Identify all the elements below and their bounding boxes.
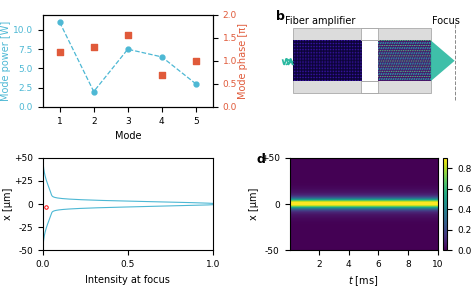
- X-axis label: $t$ [ms]: $t$ [ms]: [348, 274, 379, 288]
- X-axis label: Intensity at focus
$I_\mathrm{focus}$ [W/μm²]: Intensity at focus $I_\mathrm{focus}$ [W…: [85, 274, 170, 291]
- Text: b: b: [276, 10, 285, 23]
- X-axis label: Mode: Mode: [115, 131, 141, 141]
- Y-axis label: Mode power [W]: Mode power [W]: [1, 21, 11, 101]
- Point: [192, 58, 200, 63]
- Y-axis label: Mode phase [π]: Mode phase [π]: [238, 23, 248, 99]
- Text: d: d: [257, 153, 266, 166]
- Point: [124, 33, 132, 38]
- Y-axis label: $I_\mathrm{focus}$ [W/μm²]: $I_\mathrm{focus}$ [W/μm²]: [471, 171, 474, 237]
- Bar: [293, 29, 361, 93]
- Y-axis label: x [μm]: x [μm]: [2, 188, 12, 220]
- Point: [158, 72, 165, 77]
- Text: Fiber amplifier: Fiber amplifier: [285, 16, 356, 26]
- Point: [90, 45, 98, 49]
- Point: [56, 49, 64, 54]
- Text: Focus: Focus: [432, 16, 460, 26]
- Y-axis label: x [μm]: x [μm]: [249, 188, 259, 220]
- Bar: [378, 29, 431, 93]
- Polygon shape: [431, 40, 455, 81]
